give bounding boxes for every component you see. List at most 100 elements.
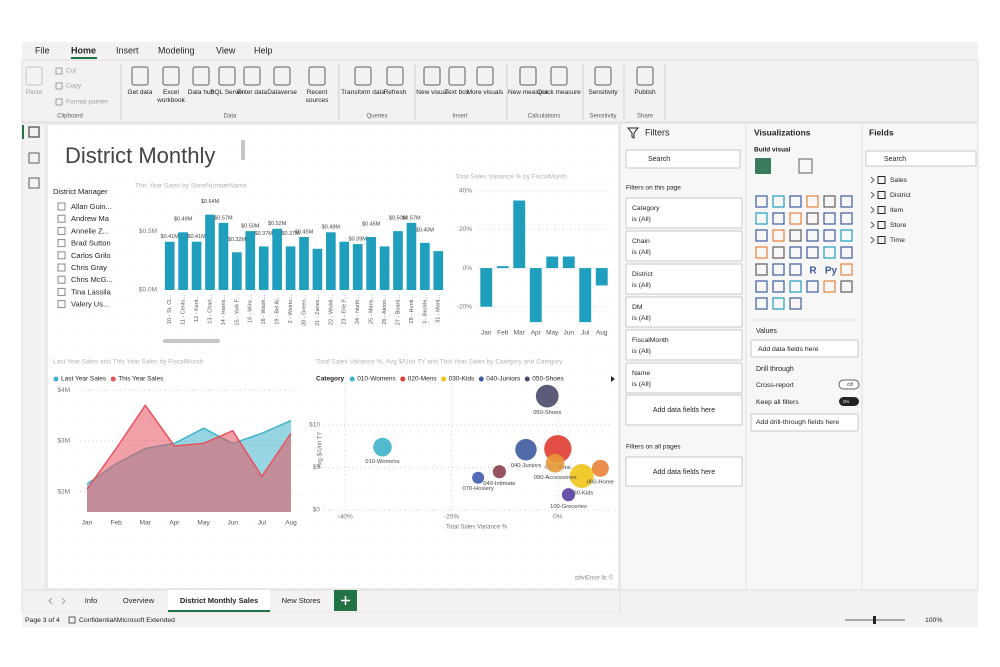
slicer-item[interactable]: Andrew Ma bbox=[71, 214, 110, 223]
build-icon[interactable] bbox=[755, 158, 771, 174]
ribbon-button-label[interactable]: Sensitivity bbox=[588, 89, 618, 96]
viz-icon[interactable] bbox=[772, 280, 785, 293]
nav-icon[interactable] bbox=[28, 126, 40, 138]
slicer-item[interactable]: Brad Sutton bbox=[71, 239, 111, 248]
viz-icon[interactable] bbox=[755, 229, 768, 242]
format-icon[interactable] bbox=[798, 158, 813, 174]
viz-icon-label[interactable]: Py bbox=[825, 266, 838, 277]
nav-icon[interactable] bbox=[28, 152, 40, 164]
viz-icon[interactable] bbox=[755, 246, 768, 259]
table-name[interactable]: Time bbox=[890, 237, 905, 244]
slicer-item[interactable]: Annelie Z... bbox=[71, 226, 109, 235]
viz-icon[interactable] bbox=[823, 246, 836, 259]
ribbon-button-label[interactable]: Get data bbox=[127, 89, 153, 96]
viz-icon[interactable] bbox=[789, 280, 802, 293]
viz-icon[interactable] bbox=[789, 229, 802, 242]
toggle[interactable] bbox=[839, 397, 859, 406]
menu-item[interactable]: Help bbox=[254, 45, 273, 55]
ribbon-button[interactable]: Data hub bbox=[179, 89, 223, 109]
viz-icon[interactable] bbox=[840, 280, 853, 293]
viz-icon[interactable] bbox=[789, 212, 802, 225]
ribbon-button-label[interactable]: New visual bbox=[416, 89, 448, 96]
table-name[interactable]: Sales bbox=[890, 177, 908, 184]
ribbon-button-label[interactable]: Refresh bbox=[383, 89, 407, 96]
ribbon-button[interactable]: New measure bbox=[506, 89, 550, 109]
page-tab[interactable]: District Monthly Sales bbox=[180, 596, 258, 605]
viz-icon[interactable] bbox=[772, 263, 785, 276]
viz-icon[interactable] bbox=[823, 195, 836, 208]
menu-item[interactable]: Home bbox=[71, 45, 96, 55]
ribbon-button[interactable]: Excel workbook bbox=[149, 89, 193, 109]
table-name[interactable]: Item bbox=[890, 207, 904, 214]
viz-icon[interactable] bbox=[789, 195, 802, 208]
slicer-item[interactable]: Chris Gray bbox=[71, 263, 107, 272]
ribbon-button-label[interactable]: Quick measure bbox=[537, 89, 581, 96]
slicer-checkbox[interactable] bbox=[57, 275, 66, 284]
slicer-item[interactable]: Allan Guin... bbox=[71, 202, 112, 211]
ribbon-button[interactable]: Dataverse bbox=[260, 89, 304, 109]
ribbon-button-label[interactable]: Text box bbox=[444, 89, 470, 96]
drop-zone[interactable] bbox=[625, 456, 743, 487]
ribbon-button-label[interactable]: Transform data bbox=[341, 89, 385, 96]
drop-zone[interactable] bbox=[750, 339, 859, 358]
viz-icon[interactable] bbox=[840, 263, 853, 276]
ribbon-button[interactable]: Paste bbox=[12, 89, 56, 109]
filter-card[interactable] bbox=[625, 296, 743, 328]
toggle[interactable] bbox=[838, 379, 860, 390]
slicer-item[interactable]: Carlos Grilo bbox=[71, 251, 111, 260]
ribbon-button[interactable]: Copy bbox=[66, 83, 82, 90]
ribbon-button-label[interactable]: Enter data bbox=[237, 89, 267, 96]
viz-icon[interactable] bbox=[840, 229, 853, 242]
viz-icon[interactable] bbox=[755, 212, 768, 225]
ribbon-button[interactable]: Publish bbox=[623, 89, 667, 109]
filter-card[interactable] bbox=[625, 362, 743, 394]
slicer-item[interactable]: Tina Lassila bbox=[71, 287, 112, 296]
slicer-checkbox[interactable] bbox=[57, 226, 66, 235]
ribbon-button-label[interactable]: Recent sources bbox=[305, 89, 329, 104]
viz-icon[interactable] bbox=[772, 195, 785, 208]
viz-icon[interactable] bbox=[840, 212, 853, 225]
viz-icon[interactable] bbox=[755, 195, 768, 208]
search-box[interactable] bbox=[625, 149, 741, 169]
menu-item[interactable]: Modeling bbox=[158, 45, 195, 55]
filter-card[interactable] bbox=[625, 263, 743, 295]
ribbon-button[interactable]: Sensitivity bbox=[581, 89, 625, 109]
viz-icon[interactable] bbox=[806, 229, 819, 242]
viz-icon[interactable] bbox=[823, 229, 836, 242]
viz-icon[interactable] bbox=[823, 212, 836, 225]
filter-card[interactable] bbox=[625, 230, 743, 262]
nav-icon[interactable] bbox=[28, 177, 40, 189]
ribbon-button[interactable]: More visuals bbox=[463, 89, 507, 109]
drop-zone[interactable] bbox=[750, 413, 859, 432]
viz-icon[interactable] bbox=[772, 297, 785, 310]
slicer-checkbox[interactable] bbox=[57, 239, 66, 248]
filter-card[interactable] bbox=[625, 197, 743, 229]
ribbon-button[interactable]: Quick measure bbox=[537, 89, 581, 109]
ribbon-button[interactable]: Get data bbox=[118, 89, 162, 109]
filter-card[interactable] bbox=[625, 329, 743, 361]
ribbon-button-label[interactable]: Data hub bbox=[187, 89, 215, 96]
viz-icon[interactable] bbox=[806, 246, 819, 259]
ribbon-button-label[interactable]: Publish bbox=[634, 89, 656, 96]
page-tab[interactable]: Info bbox=[85, 596, 98, 605]
menu-item[interactable]: File bbox=[35, 45, 50, 55]
slicer-checkbox[interactable] bbox=[57, 202, 66, 211]
page-tab[interactable]: Overview bbox=[123, 596, 155, 605]
drop-zone[interactable] bbox=[625, 394, 743, 426]
viz-icon[interactable] bbox=[789, 263, 802, 276]
slicer-checkbox[interactable] bbox=[57, 251, 66, 260]
search-box[interactable] bbox=[865, 150, 977, 167]
viz-icon[interactable] bbox=[806, 280, 819, 293]
ribbon-button-label[interactable]: New measure bbox=[507, 89, 549, 96]
zoom-thumb[interactable] bbox=[873, 616, 876, 624]
ribbon-button-label[interactable]: SQL Server bbox=[210, 89, 244, 96]
slicer-item[interactable]: Valery Us... bbox=[71, 300, 109, 309]
viz-icon[interactable] bbox=[806, 195, 819, 208]
viz-icon[interactable] bbox=[840, 195, 853, 208]
ribbon-button[interactable]: Recent sources bbox=[295, 89, 339, 109]
menu-item[interactable]: Insert bbox=[116, 45, 139, 55]
slicer-checkbox[interactable] bbox=[57, 300, 66, 309]
viz-icon[interactable] bbox=[772, 246, 785, 259]
menu-item[interactable]: View bbox=[216, 45, 236, 55]
slicer-checkbox[interactable] bbox=[57, 263, 66, 272]
